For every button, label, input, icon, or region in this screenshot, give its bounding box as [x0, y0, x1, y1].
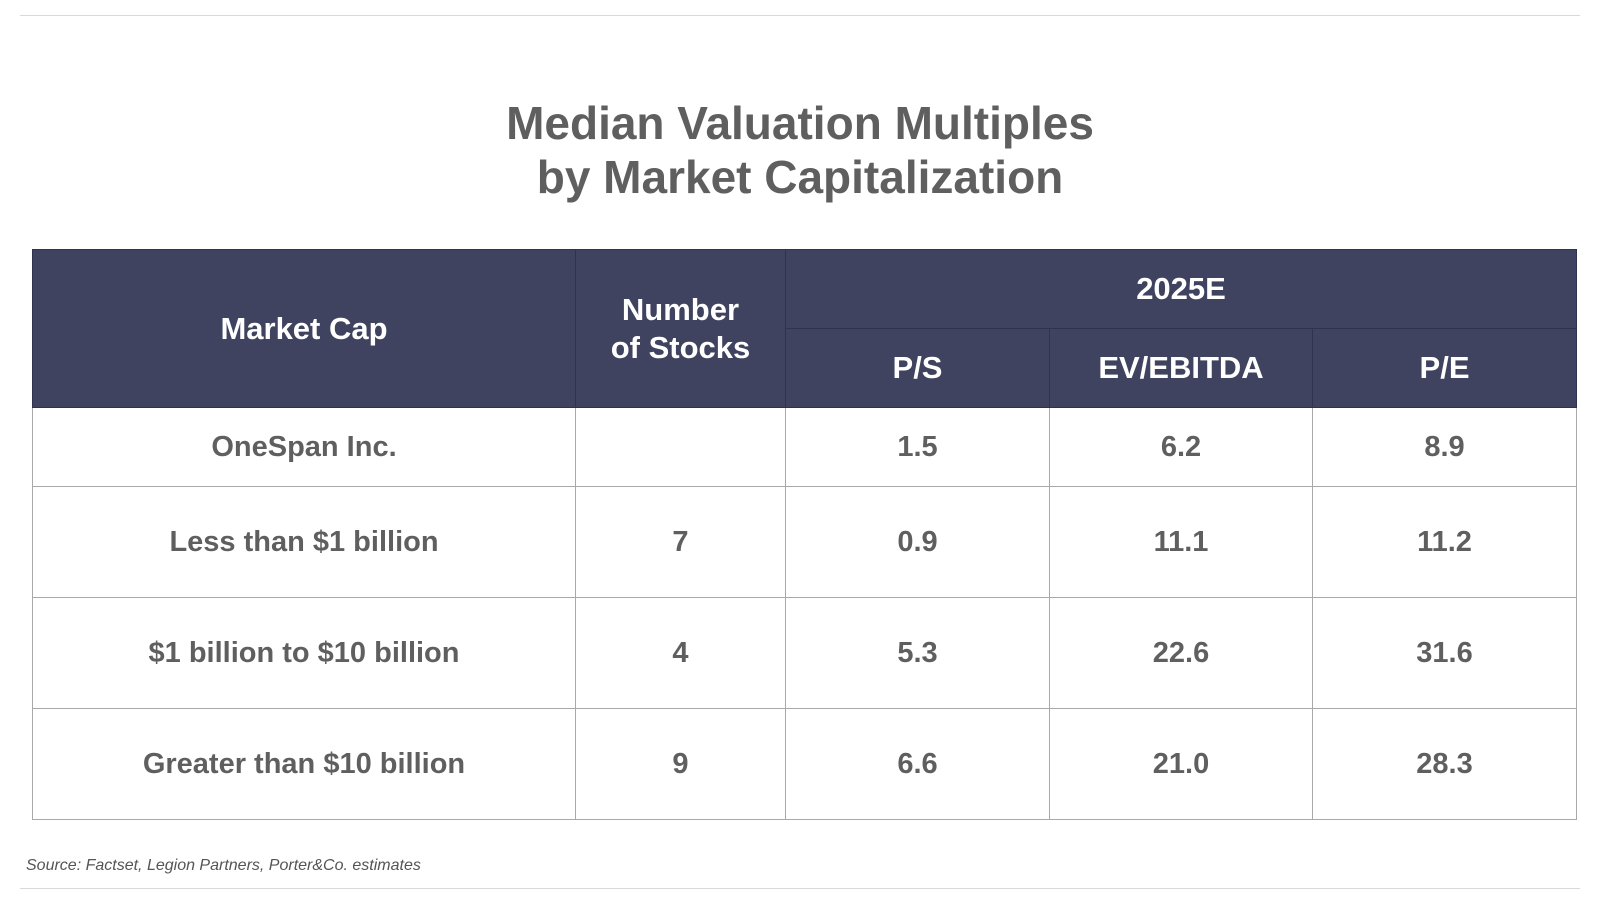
- cell-number-of-stocks: [575, 407, 786, 487]
- header-number-of-stocks: Number of Stocks: [575, 249, 786, 408]
- cell-market-cap: $1 billion to $10 billion: [32, 597, 576, 709]
- header-number-of-stocks-line-1: Number: [621, 291, 740, 327]
- top-divider: [20, 15, 1580, 16]
- table-row: OneSpan Inc. 1.5 6.2 8.9: [32, 407, 1578, 487]
- header-group-2025e: 2025E: [784, 249, 1578, 329]
- cell-pe: 31.6: [1311, 597, 1578, 709]
- cell-market-cap: Greater than $10 billion: [32, 708, 576, 820]
- cell-market-cap: Less than $1 billion: [32, 486, 576, 598]
- cell-number-of-stocks: 7: [575, 486, 786, 598]
- cell-ps: 0.9: [785, 486, 1050, 598]
- source-note: Source: Factset, Legion Partners, Porter…: [26, 857, 421, 874]
- table-row: Greater than $10 billion 9 6.6 21.0 28.3: [32, 708, 1578, 820]
- cell-ev-ebitda: 22.6: [1049, 597, 1313, 709]
- cell-pe: 11.2: [1311, 486, 1578, 598]
- header-number-of-stocks-line-2: of Stocks: [610, 329, 751, 365]
- chart-title-line-2: by Market Capitalization: [536, 151, 1064, 203]
- bottom-divider: [20, 888, 1580, 889]
- chart-title-line-1: Median Valuation Multiples: [506, 97, 1094, 149]
- table-body: OneSpan Inc. 1.5 6.2 8.9 Less than $1 bi…: [32, 407, 1578, 820]
- table-row: $1 billion to $10 billion 4 5.3 22.6 31.…: [32, 597, 1578, 709]
- cell-market-cap: OneSpan Inc.: [32, 407, 576, 487]
- table-row: Less than $1 billion 7 0.9 11.1 11.2: [32, 486, 1578, 598]
- cell-pe: 28.3: [1311, 708, 1578, 820]
- header-pe: P/E: [1311, 328, 1578, 408]
- cell-ps: 5.3: [785, 597, 1050, 709]
- cell-ev-ebitda: 11.1: [1049, 486, 1313, 598]
- cell-ps: 1.5: [785, 407, 1050, 487]
- chart-title: Median Valuation Multiples by Market Cap…: [0, 96, 1600, 204]
- cell-ev-ebitda: 6.2: [1049, 407, 1313, 487]
- cell-pe: 8.9: [1311, 407, 1578, 487]
- cell-number-of-stocks: 9: [575, 708, 786, 820]
- header-ev-ebitda: EV/EBITDA: [1049, 328, 1313, 408]
- valuation-table: Market Cap Number of Stocks 2025E P/S EV…: [32, 249, 1578, 820]
- header-market-cap: Market Cap: [32, 249, 576, 408]
- header-ps: P/S: [785, 328, 1050, 408]
- cell-number-of-stocks: 4: [575, 597, 786, 709]
- table-header: Market Cap Number of Stocks 2025E P/S EV…: [32, 249, 1578, 408]
- cell-ev-ebitda: 21.0: [1049, 708, 1313, 820]
- cell-ps: 6.6: [785, 708, 1050, 820]
